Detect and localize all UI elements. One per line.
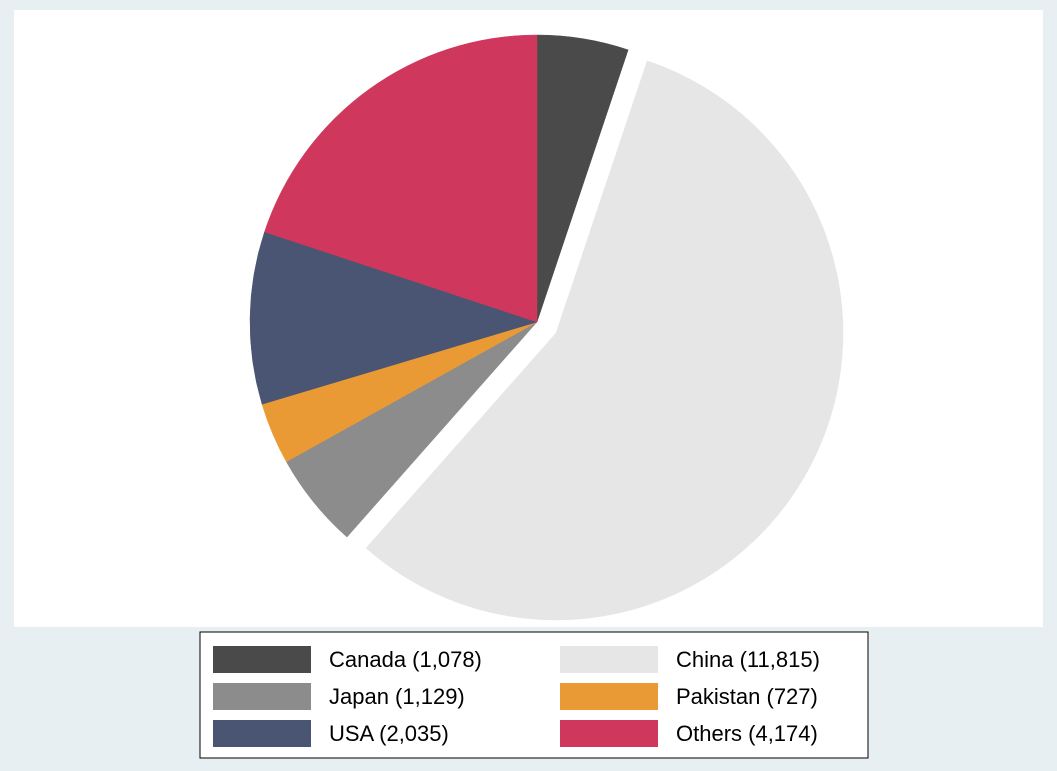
legend-label: China (11,815): [676, 647, 820, 672]
legend-label: Japan (1,129): [329, 684, 465, 709]
legend-label: Pakistan (727): [676, 684, 818, 709]
legend-label: Others (4,174): [676, 721, 818, 746]
legend-swatch: [213, 646, 311, 673]
pie-slice: [365, 60, 844, 621]
legend-box: [199, 631, 869, 759]
legend-label: USA (2,035): [329, 721, 449, 746]
legend-swatch: [213, 720, 311, 747]
legend-label: Canada (1,078): [329, 647, 482, 672]
legend-swatch: [213, 683, 311, 710]
pie-slice: [264, 34, 538, 323]
pie-slice: [249, 231, 538, 405]
legend-swatch: [560, 720, 658, 747]
legend-swatch: [560, 646, 658, 673]
legend-swatch: [560, 683, 658, 710]
